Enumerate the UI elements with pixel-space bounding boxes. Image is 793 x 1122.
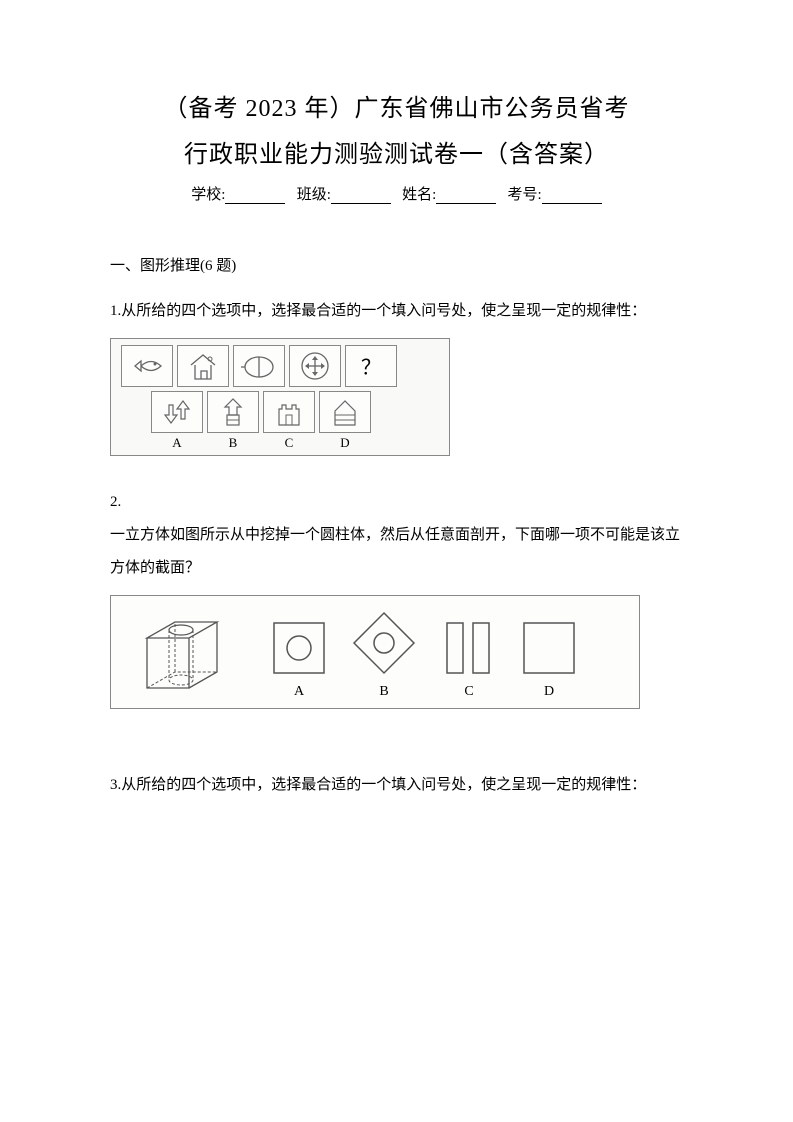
q1-option-a-cell [151, 391, 203, 433]
student-info-row: 学校: 班级: 姓名: 考号: [110, 183, 683, 204]
cube-with-cylinder-icon [129, 610, 239, 700]
castle-icon [269, 395, 309, 429]
class-blank [331, 188, 391, 204]
q1-cell-1 [121, 345, 173, 387]
q2-label-b: B [379, 684, 388, 700]
question-3-text: 3.从所给的四个选项中，选择最合适的一个填入问号处，使之呈现一定的规律性： [110, 769, 683, 802]
q1-cell-question: ？ [345, 345, 397, 387]
exam-id-label: 考号: [508, 187, 542, 203]
q2-option-a: A [269, 618, 329, 700]
mouse-icon [239, 351, 279, 381]
q2-option-c: C [439, 618, 499, 700]
q1-option-d-cell [319, 391, 371, 433]
class-label: 班级: [297, 187, 331, 203]
q2-option-d: D [519, 618, 579, 700]
diamond-circle-icon [349, 608, 419, 678]
school-label: 学校: [191, 187, 225, 203]
q1-label-b: B [207, 435, 259, 451]
school-blank [225, 188, 285, 204]
question-1-text: 1.从所给的四个选项中，选择最合适的一个填入问号处，使之呈现一定的规律性： [110, 295, 683, 328]
up-arrow-box-icon [213, 395, 253, 429]
q1-cell-4 [289, 345, 341, 387]
title-line-2: 行政职业能力测验测试卷一（含答案） [110, 136, 683, 174]
question-2-number: 2. [110, 486, 683, 519]
title-line-1: （备考 2023 年）广东省佛山市公务员省考 [110, 90, 683, 128]
q2-label-a: A [294, 684, 304, 700]
question-1-figure: ？ [110, 338, 683, 456]
section-1-header: 一、图形推理(6 题) [110, 254, 683, 275]
exam-id-blank [542, 188, 602, 204]
double-arrow-icon [157, 395, 197, 429]
q2-label-c: C [464, 684, 473, 700]
question-2-figure: A B C D [110, 595, 683, 709]
q1-label-a: A [151, 435, 203, 451]
q2-option-b: B [349, 608, 419, 700]
q2-label-d: D [544, 684, 554, 700]
q1-cell-3 [233, 345, 285, 387]
name-blank [436, 188, 496, 204]
pentagon-house-icon [325, 395, 365, 429]
q1-option-b-cell [207, 391, 259, 433]
cross-arrows-icon [295, 349, 335, 383]
q1-label-c: C [263, 435, 315, 451]
question-2-text: 一立方体如图所示从中挖掉一个圆柱体，然后从任意面剖开，下面哪一项不可能是该立方体… [110, 519, 683, 585]
q1-cell-2 [177, 345, 229, 387]
q1-option-c-cell [263, 391, 315, 433]
two-rects-icon [439, 618, 499, 678]
house-icon [183, 349, 223, 383]
q1-label-d: D [319, 435, 371, 451]
square-circle-icon [269, 618, 329, 678]
name-label: 姓名: [402, 187, 436, 203]
square-icon [519, 618, 579, 678]
fish-icon [127, 351, 167, 381]
